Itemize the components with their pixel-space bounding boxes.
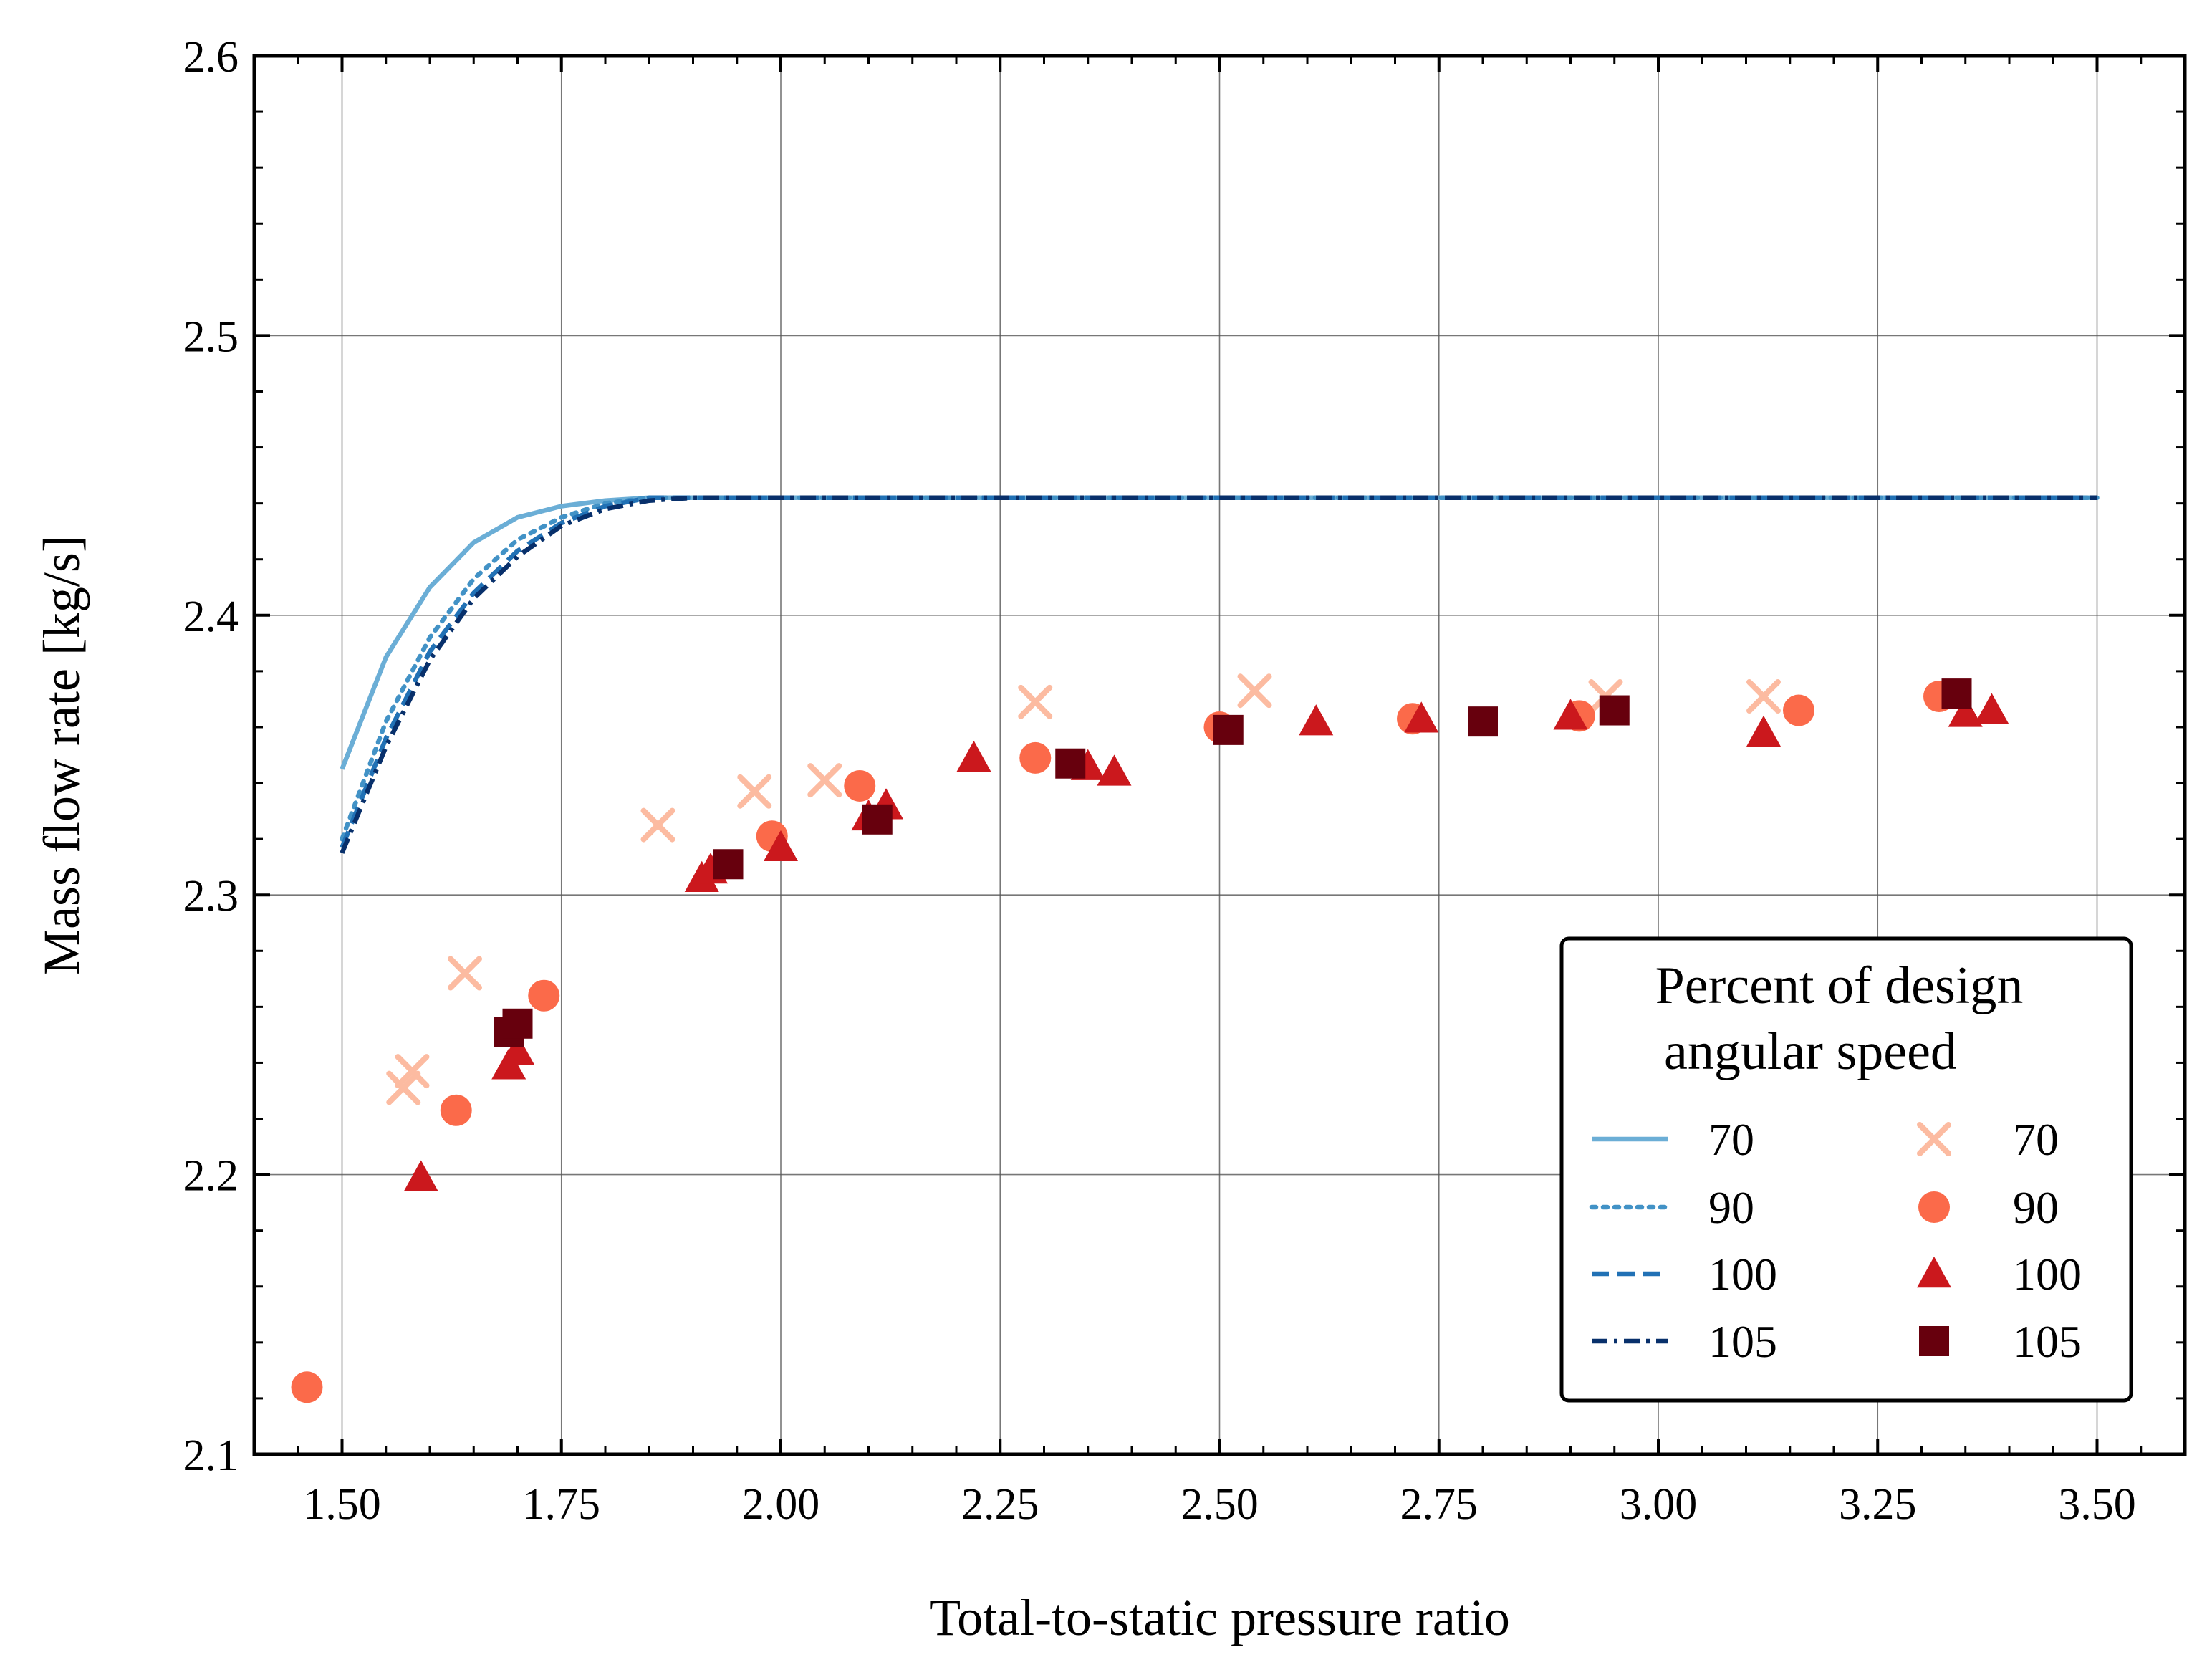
- x-marker-stroke: [807, 763, 842, 798]
- x-marker-stroke: [386, 1070, 421, 1105]
- x-marker-stroke: [448, 956, 482, 991]
- data-point-x: [1237, 673, 1272, 709]
- data-point-x: [807, 763, 842, 798]
- legend-label-marker-90: 90: [2013, 1182, 2059, 1233]
- data-point-circle: [291, 1371, 323, 1403]
- data-point-x: [737, 774, 772, 809]
- data-point-square: [1599, 695, 1630, 726]
- legend-title-line2: angular speed: [1664, 1022, 1957, 1081]
- legend-marker-square: [1919, 1326, 1949, 1356]
- x-marker-stroke: [640, 807, 675, 843]
- legend-label-line-90: 90: [1708, 1182, 1754, 1233]
- y-tick-label: 2.3: [183, 872, 239, 921]
- legend-marker-triangle: [1917, 1257, 1951, 1288]
- x-marker-stroke: [1237, 673, 1272, 709]
- data-point-x: [1018, 684, 1053, 719]
- legend-label-marker-100: 100: [2013, 1249, 2082, 1300]
- scatter-series-70-x: [386, 673, 1781, 1105]
- x-marker-stroke: [395, 1054, 430, 1089]
- data-point-square: [862, 804, 893, 835]
- x-tick-label: 3.00: [1620, 1480, 1698, 1529]
- data-point-circle: [1783, 694, 1814, 726]
- x-tick-label: 2.75: [1400, 1480, 1478, 1529]
- data-point-triangle: [1948, 696, 1983, 727]
- data-point-triangle: [1553, 699, 1588, 730]
- data-point-x: [395, 1054, 430, 1089]
- data-point-square: [713, 849, 744, 880]
- data-point-square: [1468, 706, 1498, 737]
- x-tick-label: 2.25: [961, 1480, 1039, 1529]
- legend-label-marker-105: 105: [2013, 1316, 2082, 1367]
- x-marker-stroke: [1917, 1122, 1951, 1156]
- data-point-x: [1746, 679, 1781, 714]
- data-point-x: [640, 807, 675, 843]
- x-marker-stroke: [1746, 679, 1781, 714]
- x-marker-stroke: [1018, 684, 1053, 719]
- x-axis-label: Total-to-static pressure ratio: [929, 1589, 1510, 1646]
- series-line-105: [340, 495, 2097, 854]
- legend-box: [1559, 936, 2133, 1403]
- data-point-x: [386, 1070, 421, 1105]
- y-tick-label: 2.1: [183, 1431, 239, 1480]
- data-point-circle: [1019, 741, 1052, 774]
- legend-label-marker-70: 70: [2013, 1114, 2059, 1165]
- x-tick-label: 2.50: [1181, 1480, 1259, 1529]
- data-point-square: [502, 1008, 533, 1039]
- data-point-triangle: [500, 1034, 535, 1066]
- x-tick-label: 1.50: [303, 1480, 381, 1529]
- data-point-square: [1055, 748, 1086, 779]
- data-point-triangle: [1746, 715, 1781, 747]
- x-marker-stroke: [737, 774, 772, 809]
- data-point-triangle: [1097, 754, 1132, 786]
- y-axis-label: Mass flow rate [kg/s]: [33, 535, 90, 975]
- data-point-circle: [440, 1094, 472, 1126]
- y-tick-label: 2.2: [183, 1152, 239, 1201]
- y-tick-labels: 2.1 2.2 2.3 2.4 2.5 2.6: [183, 33, 239, 1480]
- data-point-square: [1941, 678, 1972, 709]
- data-point-square: [1213, 714, 1244, 745]
- data-point-triangle: [956, 740, 991, 772]
- legend-label-line-70: 70: [1708, 1114, 1754, 1165]
- x-tick-label: 1.75: [523, 1480, 601, 1529]
- data-point-triangle: [764, 830, 798, 862]
- data-point-x: [448, 956, 482, 991]
- data-point-triangle: [1299, 704, 1334, 736]
- series-line-90: [340, 495, 2100, 842]
- legend: Percent of design angular speed 70 90 100 1…: [1559, 936, 2133, 1403]
- scatter-series-105-square: [494, 678, 1972, 1047]
- plot-frame: [252, 54, 2187, 1456]
- legend-label-line-105: 105: [1708, 1316, 1777, 1367]
- data-point-circle: [528, 979, 560, 1012]
- x-tick-labels: 1.50 1.75 2.00 2.25 2.50 2.75 3.00 3.25 3.50: [303, 1480, 2136, 1529]
- legend-marker-x: [1917, 1122, 1951, 1156]
- x-tick-label: 3.50: [2058, 1480, 2136, 1529]
- data-point-triangle: [1404, 701, 1439, 733]
- y-tick-label: 2.5: [183, 312, 239, 361]
- plot-area: [291, 495, 2100, 1403]
- y-tick-label: 2.6: [183, 33, 239, 82]
- y-tick-label: 2.4: [183, 592, 239, 641]
- data-point-triangle: [1974, 693, 2009, 724]
- legend-title-line1: Percent of design: [1655, 956, 2024, 1015]
- x-tick-label: 3.25: [1839, 1480, 1917, 1529]
- x-tick-label: 2.00: [742, 1480, 820, 1529]
- legend-marker-circle: [1918, 1191, 1950, 1223]
- legend-entries: 70 90 100 105 70 90 100 105: [1589, 1114, 2082, 1367]
- legend-label-line-100: 100: [1708, 1249, 1777, 1300]
- data-point-circle: [844, 769, 876, 802]
- data-point-triangle: [403, 1160, 438, 1191]
